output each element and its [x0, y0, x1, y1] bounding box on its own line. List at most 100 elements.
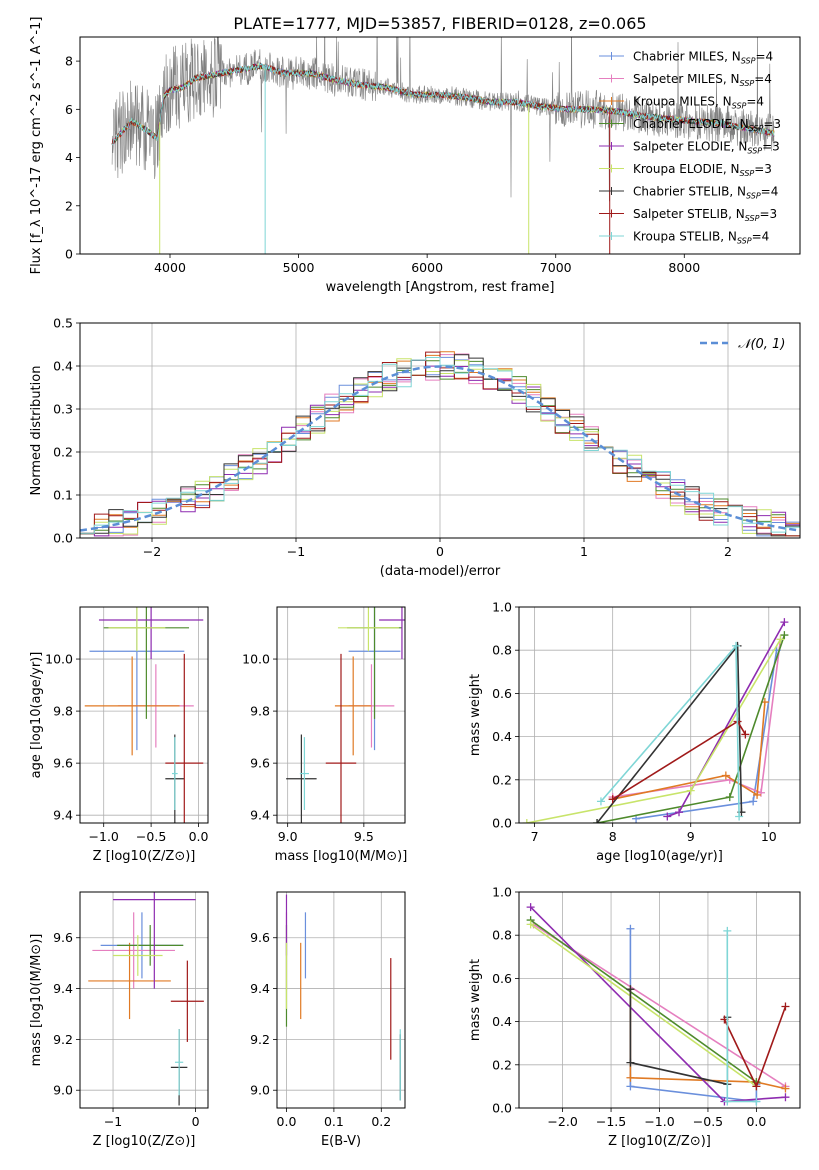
legend-label: Chabrier STELIB, NSSP=4 [633, 185, 778, 201]
y-tick-label: 9.6 [53, 756, 73, 771]
y-axis-label: Normed distribution [29, 366, 44, 496]
x-tick-label: −1.0 [89, 829, 119, 844]
spectrum-legend-entry: Chabrier MILES, NSSP=4 [599, 50, 773, 66]
legend-label: Chabrier MILES, NSSP=4 [633, 50, 773, 66]
legend-label-base: Chabrier ELODIE, N [633, 117, 749, 131]
plot-area [84, 607, 204, 823]
x-tick-label: 0.1 [324, 1114, 344, 1129]
legend-label-base: Kroupa MILES, N [633, 95, 732, 109]
observed-spectrum-line [111, 37, 775, 202]
axes-frame [79, 36, 801, 255]
model-spectrum-line [111, 61, 775, 146]
axes-frame [276, 606, 406, 824]
spectrum-legend-entry: Kroupa ELODIE, NSSP=3 [599, 162, 772, 178]
legend-label-tail: =3 [763, 117, 781, 131]
x-tick-label: 0 [436, 544, 444, 559]
errorbar-point [379, 607, 405, 660]
axes-frame [276, 891, 406, 1109]
model-spectrum-line [111, 62, 775, 145]
errorbar-point [299, 737, 309, 810]
legend-label-sub: SSP [747, 147, 762, 156]
residual-histogram-step [80, 354, 800, 537]
weight-point-marker [675, 808, 684, 817]
y-axis-label: Flux [f_λ 10^-17 erg cm^-2 s^-1 A^-1] [29, 17, 44, 275]
x-tick-label: 0.0 [189, 829, 209, 844]
weight-series [723, 926, 761, 1106]
weight-point-marker [596, 797, 605, 806]
y-tick-label: 9.2 [53, 1032, 73, 1047]
legend-label: Salpeter ELODIE, NSSP=3 [633, 140, 780, 156]
x-tick-label: −2 [143, 544, 161, 559]
weight-point-marker [522, 819, 531, 823]
errorbar-point [117, 925, 184, 966]
weight-point-marker [741, 730, 750, 739]
legend-label-base: Chabrier STELIB, N [633, 185, 746, 199]
y-tick-label: 10.0 [242, 652, 270, 667]
errorbar-point [113, 892, 196, 989]
weight-point-marker [721, 771, 730, 780]
weight-point-marker [626, 1082, 635, 1091]
x-tick-label: 9 [687, 829, 695, 844]
x-tick-label: −0.5 [693, 1114, 723, 1129]
weight-point-marker [608, 795, 617, 804]
y-tick-label: 6 [65, 102, 73, 117]
errorbar-point [108, 607, 166, 652]
legend-label-tail: =4 [755, 50, 773, 64]
weight-point-marker [749, 797, 758, 806]
axes-frame [518, 891, 801, 1109]
weight-point-marker [725, 793, 734, 802]
legend-label: 𝒩(0, 1) [738, 337, 785, 352]
weight-point-marker [686, 786, 695, 795]
spectrum-legend-entry: Kroupa STELIB, NSSP=4 [599, 230, 769, 246]
y-tick-label: 9.4 [250, 981, 270, 996]
errorbar-point [165, 653, 204, 823]
y-axis-label: mass [log10(M/M⊙)] [29, 934, 44, 1067]
x-axis-label: Z [log10(Z/Z⊙)] [608, 1134, 711, 1149]
legend-label: Salpeter STELIB, NSSP=3 [633, 207, 777, 223]
weight-series [663, 618, 789, 821]
y-tick-label: 0.8 [492, 643, 512, 658]
legend-label-base: Salpeter MILES, N [633, 72, 740, 86]
weight-point-marker [735, 812, 744, 821]
panel-spectrum: 4000 5000 6000 7000 8000 0 2 4 6 8 wavelength [Ang… [29, 17, 801, 295]
panel-mass_vs_Z: −1 0 9.0 9.2 9.4 9.6 Z [log10(Z/Z⊙)] mass [log1… [29, 891, 209, 1149]
figure-title: PLATE=1777, MJD=53857, FIBERID=0128, z=0… [233, 14, 646, 33]
x-axis-label: Z [log10(Z/Z⊙)] [93, 1134, 196, 1149]
x-axis-label: mass [log10(M/M⊙)] [275, 849, 408, 864]
weight-series [720, 1002, 790, 1091]
axes-frame [518, 606, 801, 824]
weight-series-line [530, 919, 757, 1083]
weight-point-marker [626, 1073, 635, 1082]
panel-mass_vs_ebv: 0.0 0.1 0.2 9.0 9.2 9.4 9.6 E(B-V) [250, 891, 406, 1149]
y-tick-label: 9.4 [53, 808, 73, 823]
y-tick-label: 0.0 [492, 1101, 512, 1116]
spectrum-legend-entry: Salpeter MILES, NSSP=4 [599, 72, 772, 88]
y-axis-label: mass weight [468, 959, 483, 1041]
legend-label-sub: SSP [749, 124, 764, 133]
weight-series [596, 641, 744, 821]
x-tick-label: −1 [104, 1114, 122, 1129]
x-axis-label: wavelength [Angstrom, rest frame] [326, 280, 555, 295]
panel-residuals: −2 −1 0 1 2 0.0 0.1 0.2 0.3 0.4 0.5 (data-model)/er… [29, 316, 801, 579]
legend-label-tail: =4 [761, 185, 779, 199]
errorbar-point [286, 734, 317, 823]
y-tick-label: 0.2 [53, 445, 73, 460]
weight-point-marker [626, 924, 635, 933]
x-tick-label: 0.2 [371, 1114, 391, 1129]
x-tick-label: 0 [192, 1114, 200, 1129]
model-spectrum-line [111, 62, 775, 145]
weight-point-marker [780, 618, 789, 627]
x-tick-label: −2.0 [547, 1114, 577, 1129]
x-tick-label: 7000 [540, 260, 572, 275]
spectrum-legend-entry: Chabrier STELIB, NSSP=4 [599, 185, 778, 201]
x-axis-label: age [log10(age/yr)] [596, 849, 723, 864]
axes-frame [79, 322, 801, 539]
x-tick-label: 4000 [154, 260, 186, 275]
x-tick-label: 8 [609, 829, 617, 844]
legend-label-tail: =3 [754, 162, 772, 176]
y-tick-label: 9.0 [250, 1083, 270, 1098]
legend-label-tail: =3 [762, 140, 780, 154]
plot-area [80, 351, 800, 537]
panel-weight_vs_Z: −2.0 −1.5 −1.0 −0.5 0.0 0.0 0.2 0.4 0.6 0.8 1.0 Z [… [468, 885, 801, 1149]
